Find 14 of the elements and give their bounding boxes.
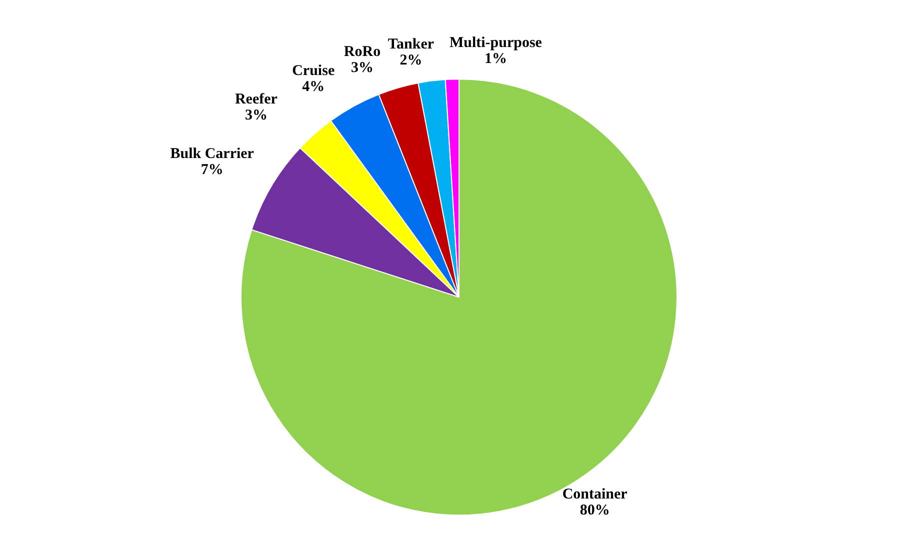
data-label: 4% [302, 78, 325, 95]
slice-label: Multi-purpose [449, 34, 542, 51]
slice-label: Cruise [292, 62, 335, 79]
slice-label: RoRo [344, 44, 381, 60]
data-label: 2% [400, 52, 422, 69]
slice-label: Reefer [234, 91, 278, 108]
data-label: 3% [244, 107, 268, 124]
data-label: 80% [580, 502, 610, 518]
slice-label: Tanker [388, 36, 434, 53]
slice-label: Container [562, 486, 628, 502]
data-label: 1% [484, 50, 507, 67]
data-label: 7% [200, 162, 224, 178]
slice-label: Bulk Carrier [170, 146, 254, 162]
data-label: 3% [351, 60, 374, 76]
